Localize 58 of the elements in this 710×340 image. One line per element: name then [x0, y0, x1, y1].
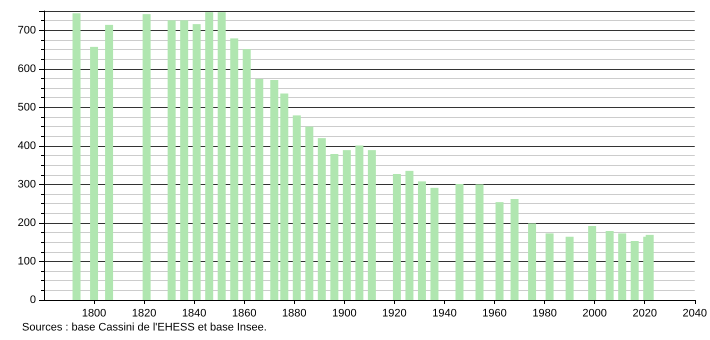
- bar: [368, 150, 376, 300]
- y-tick-label: 100: [18, 255, 36, 268]
- x-tick-label: 1960: [482, 308, 507, 320]
- y-tick-label: 200: [18, 216, 36, 229]
- x-tick-label: 1880: [282, 308, 307, 320]
- y-tick-label: 0: [30, 294, 36, 306]
- bar: [528, 223, 536, 300]
- bar: [330, 154, 338, 300]
- bar: [630, 241, 639, 300]
- y-tick-label: 700: [18, 24, 36, 36]
- bar: [546, 233, 554, 300]
- x-tick-label: 1820: [132, 308, 156, 320]
- bar: [318, 138, 326, 300]
- bar: [342, 150, 351, 300]
- x-tick-label: 2020: [632, 308, 657, 320]
- bar: [496, 202, 504, 300]
- bar: [588, 226, 596, 300]
- bar: [618, 233, 626, 300]
- bar: [72, 13, 81, 300]
- y-tick-label: 400: [18, 140, 36, 152]
- x-tick-label: 1800: [82, 308, 106, 320]
- bar: [90, 46, 98, 300]
- x-tick-label: 1860: [232, 308, 256, 320]
- bar: [418, 181, 426, 300]
- bar: [142, 14, 151, 300]
- bar: [606, 231, 614, 300]
- bar: [455, 184, 464, 300]
- bar: [510, 199, 519, 300]
- y-tick-label: 500: [18, 101, 36, 114]
- source-note: Sources : base Cassini de l'EHESS et base Insee.: [22, 322, 267, 334]
- bar: [430, 188, 438, 300]
- bar: [392, 174, 401, 300]
- y-tick-label: 600: [18, 62, 36, 75]
- x-tick-label: 2000: [582, 308, 607, 320]
- x-tick-label: 1980: [532, 308, 557, 320]
- bar: [255, 78, 264, 300]
- x-tick-label: 1900: [332, 308, 357, 320]
- bar: [405, 170, 414, 300]
- bar: [476, 184, 484, 300]
- bar: [270, 80, 278, 300]
- bar: [168, 20, 176, 300]
- bar: [566, 236, 574, 300]
- x-tick-label: 1940: [432, 308, 457, 320]
- bar: [292, 115, 301, 300]
- bar: [355, 145, 364, 300]
- bar: [105, 24, 114, 300]
- bar: [230, 38, 238, 300]
- x-tick-label: 1920: [382, 308, 407, 320]
- x-tick-label: 1840: [182, 308, 206, 320]
- x-tick-label: 2040: [682, 308, 708, 320]
- y-tick-label: 300: [18, 178, 36, 190]
- bar: [180, 20, 188, 300]
- bar: [242, 49, 251, 300]
- bar: [280, 93, 288, 300]
- bar: [205, 12, 214, 300]
- bar: [192, 24, 201, 300]
- bar: [218, 12, 226, 300]
- bar: [305, 126, 314, 300]
